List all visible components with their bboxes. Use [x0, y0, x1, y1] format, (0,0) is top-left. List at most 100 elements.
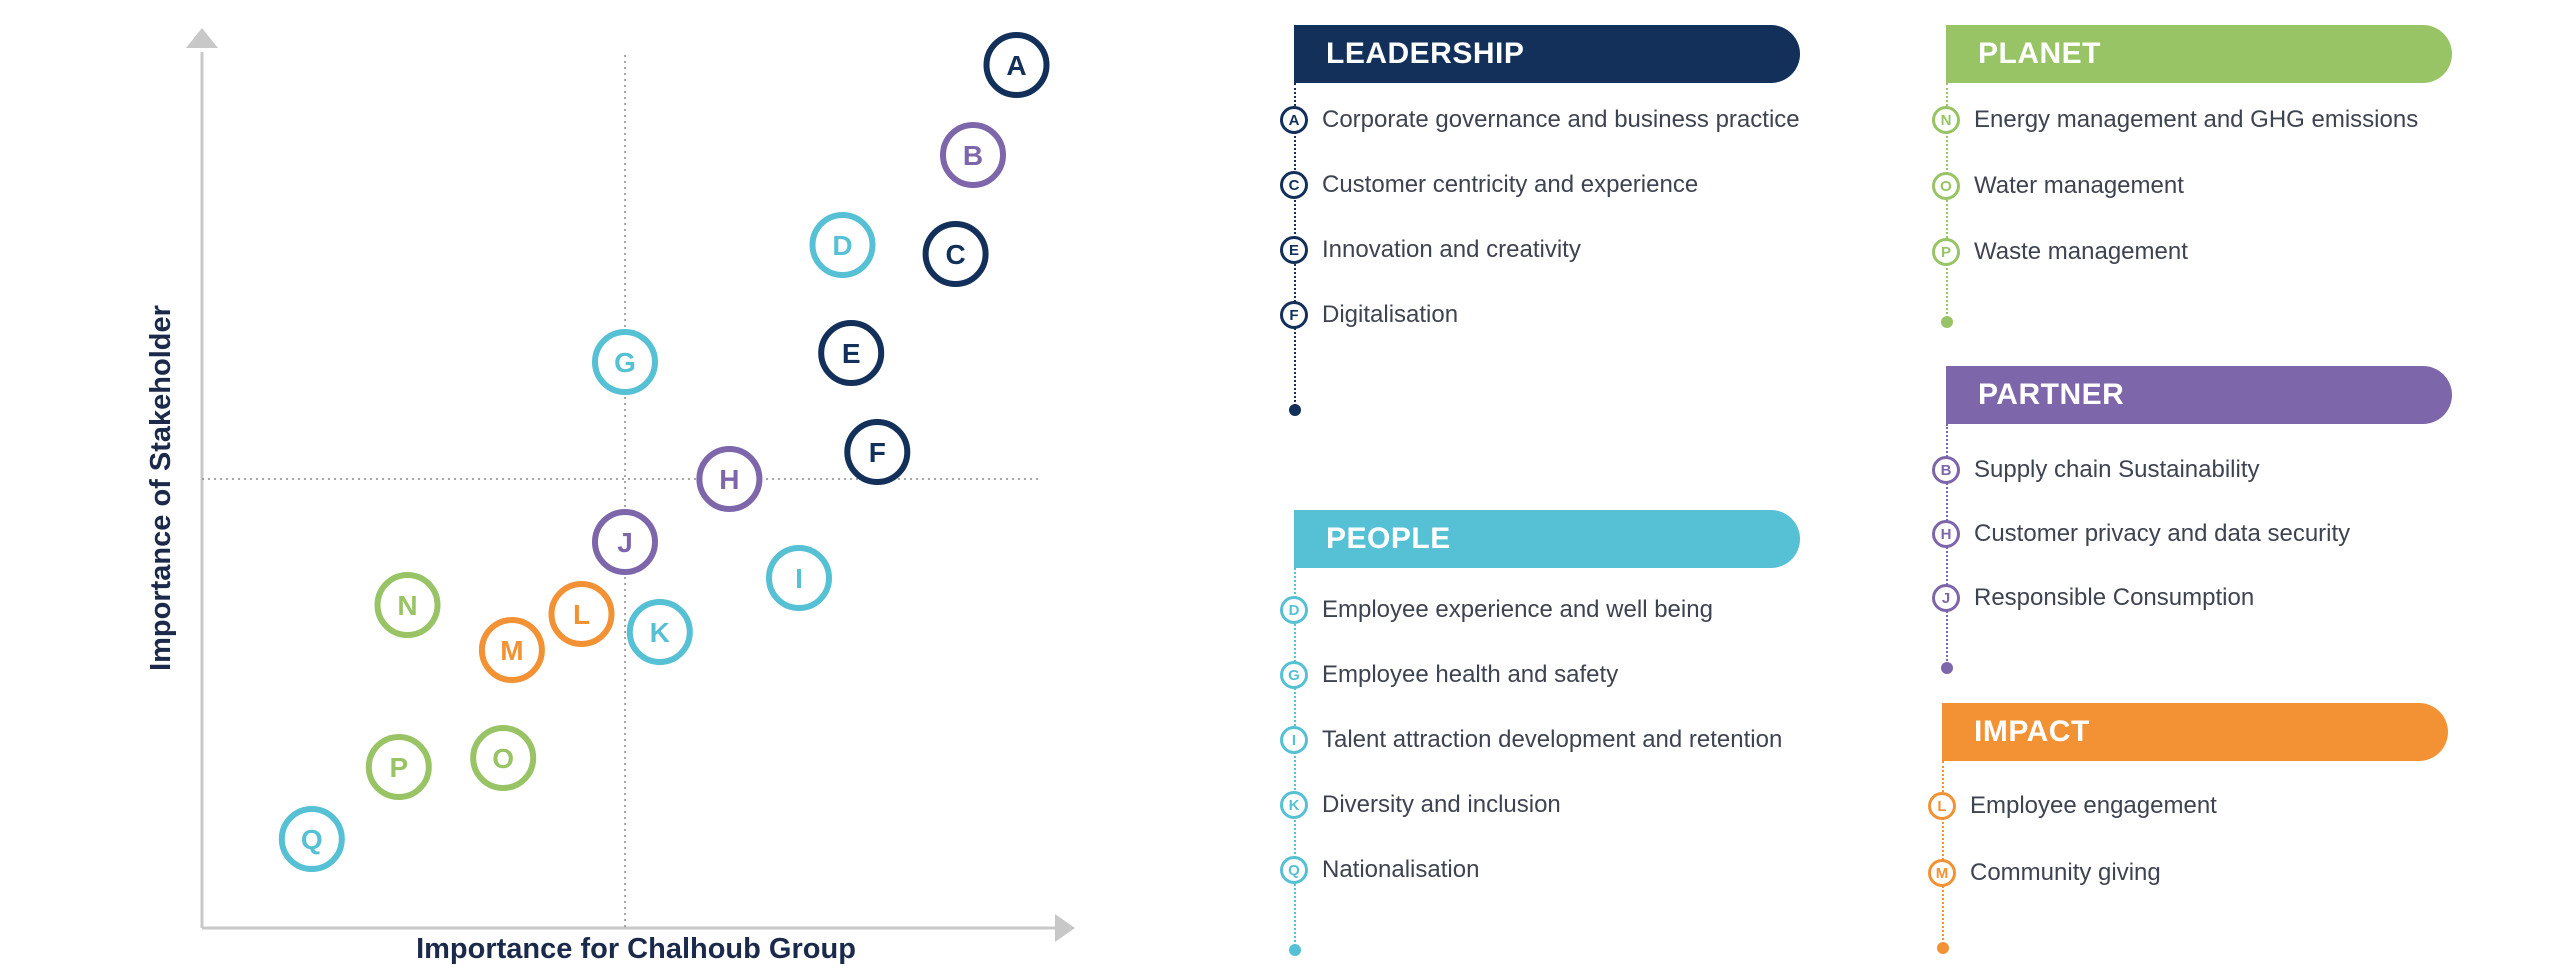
legend-item-label: Innovation and creativity	[1322, 236, 1581, 263]
legend-item: E Innovation and creativity	[1280, 232, 1581, 268]
legend-item: L Employee engagement	[1928, 788, 2217, 824]
point-marker	[592, 329, 658, 395]
point-n: N	[374, 572, 441, 638]
legend-item: C Customer centricity and experience	[1280, 167, 1698, 203]
point-d: D	[809, 212, 876, 278]
point-o: O	[470, 725, 537, 791]
legend-banner-leadership: LEADERSHIP	[1294, 25, 1800, 83]
point-f: F	[844, 419, 911, 485]
point-marker	[592, 509, 658, 575]
legend-item-label: Waste management	[1974, 238, 2188, 265]
point-marker	[809, 212, 876, 278]
point-marker	[470, 725, 537, 791]
legend-line-planet	[1946, 83, 1948, 322]
point-label: N	[397, 590, 417, 621]
legend-line-people	[1294, 568, 1296, 950]
legend-item-label: Nationalisation	[1322, 856, 1480, 883]
point-label: A	[1006, 50, 1026, 81]
legend-item: D Employee experience and well being	[1280, 592, 1713, 628]
point-b: B	[940, 122, 1006, 188]
legend-item-label: Diversity and inclusion	[1322, 791, 1561, 818]
legend-end-dot-partner	[1941, 662, 1953, 674]
point-label: L	[573, 599, 590, 630]
legend-item-letter: L	[1928, 792, 1956, 820]
legend-item-label: Responsible Consumption	[1974, 584, 2255, 611]
point-k: K	[626, 599, 693, 665]
legend-item-letter: F	[1280, 301, 1308, 329]
point-label: E	[842, 338, 861, 369]
legend-item-label: Community giving	[1970, 859, 2161, 886]
legend-item-letter: H	[1932, 520, 1960, 548]
legend-item: A Corporate governance and business pract…	[1280, 102, 1800, 138]
point-marker	[548, 581, 615, 647]
legend-item-letter: P	[1932, 238, 1960, 266]
legend-item-label: Corporate governance and business practi…	[1322, 106, 1800, 133]
point-h: H	[696, 446, 763, 512]
point-q: Q	[278, 806, 345, 872]
materiality-chart: A B C D E F G H I J K L M N O P Q Importance for Chalhou…	[145, 28, 1075, 965]
legend-item-letter: D	[1280, 596, 1308, 624]
legend-item-letter: C	[1280, 171, 1308, 199]
legend-item-label: Supply chain Sustainability	[1974, 456, 2260, 483]
point-label: M	[500, 635, 523, 666]
legend-item-letter: Q	[1280, 856, 1308, 884]
y-axis-arrow	[186, 28, 218, 48]
point-a: A	[983, 32, 1050, 98]
legend-end-dot-impact	[1937, 942, 1949, 954]
point-m: M	[478, 617, 545, 683]
legend-item: Q Nationalisation	[1280, 852, 1479, 888]
legend-banner-partner: PARTNER	[1946, 366, 2452, 424]
legend-item: M Community giving	[1928, 855, 2161, 891]
legend-item-label: Digitalisation	[1322, 301, 1459, 328]
legend-end-dot-planet	[1941, 316, 1953, 328]
point-label: Q	[301, 824, 323, 855]
legend-item-label: Talent attraction development and retent…	[1322, 726, 1783, 753]
point-marker	[365, 734, 432, 800]
legend-item-label: Energy management and GHG emissions	[1974, 106, 2419, 133]
point-j: J	[592, 509, 658, 575]
legend-item-letter: E	[1280, 236, 1308, 264]
legend-item: O Water management	[1932, 168, 2184, 204]
legend-item: G Employee health and safety	[1280, 657, 1618, 693]
legend-end-dot-people	[1289, 944, 1301, 956]
point-i: I	[766, 545, 832, 611]
chart-points: A B C D E F G H I J K L M N O P Q	[278, 32, 1050, 872]
point-label: J	[617, 527, 633, 558]
legend-banner-impact: IMPACT	[1942, 703, 2448, 761]
x-axis-label: Importance for Chalhoub Group	[416, 933, 856, 965]
legend-item-label: Customer centricity and experience	[1322, 171, 1699, 198]
point-marker	[478, 617, 545, 683]
point-marker	[374, 572, 441, 638]
point-label: I	[795, 563, 803, 594]
legend-item: P Waste management	[1932, 234, 2188, 270]
point-label: H	[719, 464, 739, 495]
point-l: L	[548, 581, 615, 647]
legend-item-label: Employee health and safety	[1322, 661, 1619, 688]
point-marker	[696, 446, 763, 512]
point-marker	[983, 32, 1050, 98]
legend-item: H Customer privacy and data security	[1932, 516, 2350, 552]
point-label: P	[389, 752, 408, 783]
point-g: G	[592, 329, 658, 395]
point-marker	[766, 545, 832, 611]
point-marker	[278, 806, 345, 872]
legend-item-label: Water management	[1974, 172, 2184, 199]
point-label: O	[492, 743, 514, 774]
legend-item-letter: I	[1280, 726, 1308, 754]
point-e: E	[818, 320, 885, 386]
legend-item-letter: J	[1932, 584, 1960, 612]
point-label: F	[869, 437, 886, 468]
legend-item: J Responsible Consumption	[1932, 580, 2254, 616]
legend-item-label: Employee engagement	[1970, 792, 2217, 819]
legend-item-letter: K	[1280, 791, 1308, 819]
legend-item-label: Customer privacy and data security	[1974, 520, 2351, 547]
point-label: K	[650, 617, 670, 648]
point-label: G	[614, 347, 636, 378]
legend-item-letter: N	[1932, 106, 1960, 134]
chart-axes	[186, 28, 1075, 942]
quadrant-dividers	[202, 55, 1042, 928]
point-label: D	[832, 230, 852, 261]
legend-item-label: Employee experience and well being	[1322, 596, 1713, 623]
legend-item-letter: A	[1280, 106, 1308, 134]
legend-banner-planet: PLANET	[1946, 25, 2452, 83]
